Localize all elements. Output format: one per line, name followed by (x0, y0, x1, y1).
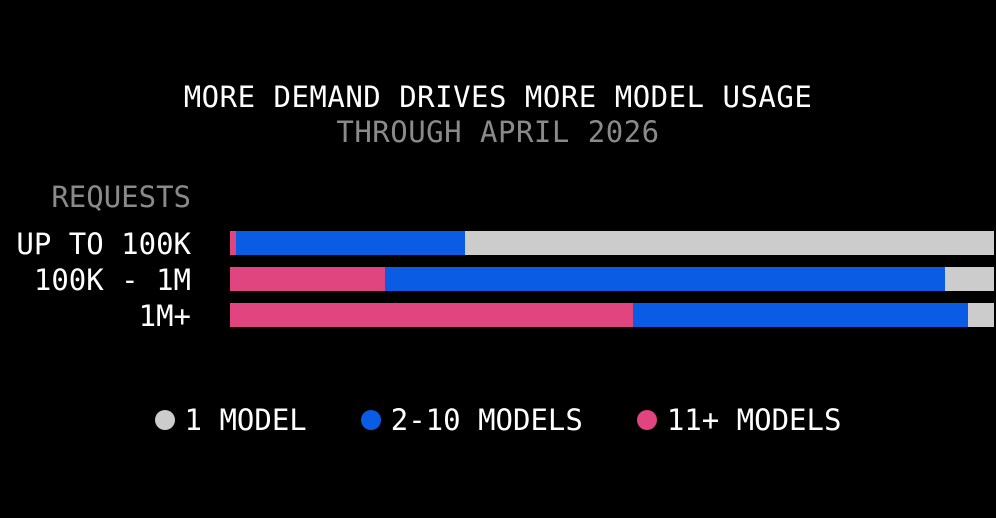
legend-label: 1 MODEL (184, 403, 307, 437)
bar-segment (945, 267, 994, 291)
bar-segment (230, 303, 634, 327)
category-label: 1M+ (138, 299, 191, 333)
legend-label: 2-10 MODELS (390, 403, 583, 437)
bar-segment (968, 303, 994, 327)
legend-marker-icon (360, 410, 381, 430)
bar-segment (464, 231, 994, 255)
bar-row (230, 303, 994, 327)
legend-label: 11+ MODELS (666, 403, 842, 437)
legend: 1 MODEL 2-10 MODELS 11+ MODELS (0, 403, 996, 437)
legend-marker-icon (636, 410, 657, 430)
category-label: UP TO 100K (16, 227, 191, 261)
bar-row (230, 231, 994, 255)
chart-title: MORE DEMAND DRIVES MORE MODEL USAGE (183, 80, 813, 114)
bar-segment (633, 303, 969, 327)
y-axis-title: REQUESTS (51, 180, 191, 214)
bar-row (230, 267, 994, 291)
legend-marker-icon (154, 410, 175, 430)
legend-item-11-plus-models: 11+ MODELS (636, 403, 842, 437)
chart-subtitle: THROUGH APRIL 2026 (336, 115, 660, 149)
bar-segment (230, 231, 237, 255)
bar-segment (236, 231, 465, 255)
legend-item-2-10-models: 2-10 MODELS (360, 403, 583, 437)
bar-segment (385, 267, 946, 291)
legend-item-1-model: 1 MODEL (154, 403, 307, 437)
bar-segment (230, 267, 386, 291)
category-label: 100K - 1M (33, 263, 191, 297)
